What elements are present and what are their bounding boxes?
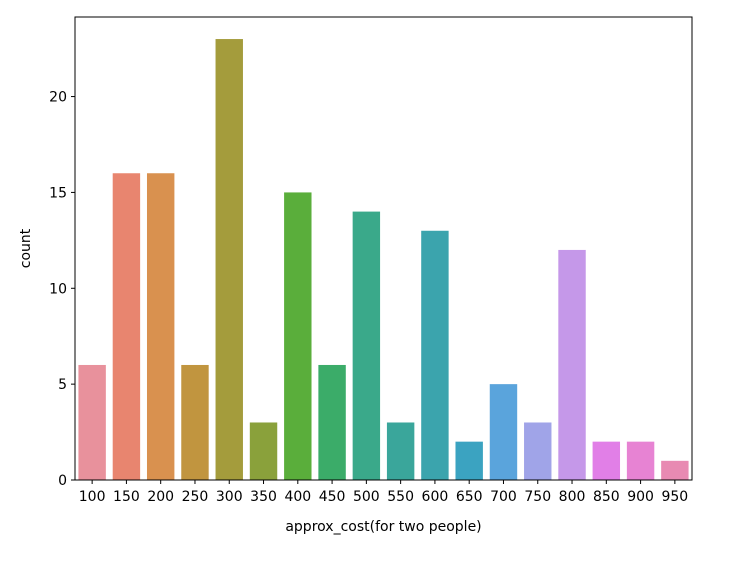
- bar-300: [215, 39, 243, 481]
- x-tick-label: 350: [250, 489, 277, 505]
- bars-group: [78, 39, 689, 481]
- x-tick-label: 200: [147, 489, 174, 505]
- x-tick-label: 250: [182, 489, 209, 505]
- y-tick-label: 0: [58, 473, 67, 489]
- x-tick-label: 650: [456, 489, 483, 505]
- x-axis-label: approx_cost(for two people): [285, 519, 481, 535]
- bar-150: [112, 173, 141, 480]
- x-tick-label: 100: [79, 489, 106, 505]
- y-axis-label: count: [18, 228, 34, 268]
- x-axis: 100 150 200 250 300 350 400 450 500 550 600 650 700 7…: [79, 480, 688, 505]
- bar-900: [626, 441, 655, 480]
- bar-750: [524, 422, 552, 480]
- x-tick-label: 550: [387, 489, 414, 505]
- x-tick-label: 400: [284, 489, 311, 505]
- bar-100: [78, 364, 106, 480]
- x-tick-label: 850: [593, 489, 620, 505]
- bar-250: [181, 364, 209, 480]
- y-tick-label: 5: [58, 377, 67, 393]
- x-tick-label: 500: [353, 489, 380, 505]
- bar-600: [421, 230, 449, 480]
- bar-850: [592, 441, 621, 480]
- x-tick-label: 600: [422, 489, 449, 505]
- plot-frame: [74, 16, 693, 481]
- bar-200: [146, 173, 175, 480]
- y-tick-label: 20: [49, 90, 67, 106]
- bar-350: [249, 422, 278, 480]
- x-tick-label: 150: [113, 489, 140, 505]
- y-tick-label: 15: [49, 185, 67, 201]
- bar-500: [352, 211, 381, 480]
- bar-650: [455, 441, 483, 480]
- bar-700: [489, 384, 518, 480]
- bar-400: [284, 192, 312, 480]
- x-tick-label: 950: [661, 489, 688, 505]
- bar-450: [318, 364, 346, 480]
- bar-550: [386, 422, 415, 480]
- bar-800: [558, 249, 586, 480]
- y-axis: 0 5 10 15 20: [49, 90, 75, 489]
- x-tick-label: 800: [559, 489, 586, 505]
- x-tick-label: 300: [216, 489, 243, 505]
- x-tick-label: 700: [490, 489, 517, 505]
- y-tick-label: 10: [49, 281, 67, 297]
- x-tick-label: 750: [524, 489, 551, 505]
- x-tick-label: 450: [319, 489, 346, 505]
- bar-950: [661, 460, 689, 480]
- x-tick-label: 900: [627, 489, 654, 505]
